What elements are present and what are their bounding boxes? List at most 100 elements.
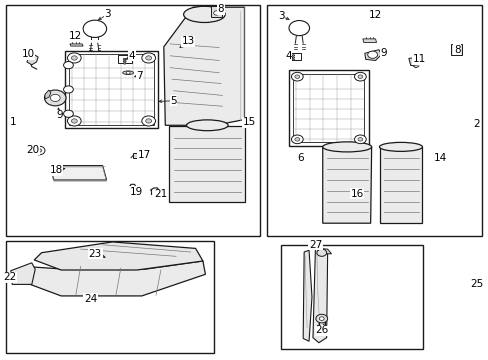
Text: 2: 2 — [472, 119, 479, 129]
Circle shape — [354, 135, 366, 144]
Bar — [288, 70, 368, 146]
Circle shape — [316, 249, 326, 256]
Polygon shape — [380, 147, 421, 223]
Ellipse shape — [186, 120, 227, 131]
Text: 4: 4 — [285, 51, 291, 61]
Bar — [288, 53, 301, 60]
Ellipse shape — [83, 20, 106, 37]
Polygon shape — [133, 153, 138, 158]
Ellipse shape — [123, 63, 126, 64]
Bar — [450, 44, 461, 55]
Ellipse shape — [122, 71, 133, 75]
Polygon shape — [312, 248, 327, 343]
Circle shape — [357, 75, 362, 78]
Circle shape — [367, 51, 377, 58]
Text: 11: 11 — [412, 54, 426, 64]
Text: 20: 20 — [27, 145, 40, 155]
Circle shape — [71, 56, 77, 60]
Bar — [64, 51, 158, 128]
Polygon shape — [11, 263, 35, 284]
Bar — [293, 74, 364, 142]
Bar — [281, 245, 422, 349]
Circle shape — [315, 314, 327, 323]
Circle shape — [50, 94, 60, 102]
Circle shape — [63, 62, 73, 69]
Circle shape — [67, 116, 81, 126]
Bar — [6, 241, 213, 353]
Text: 5: 5 — [170, 96, 177, 106]
Circle shape — [145, 56, 151, 60]
Text: 13: 13 — [181, 36, 195, 46]
Polygon shape — [408, 58, 419, 66]
Text: 24: 24 — [83, 294, 97, 304]
Circle shape — [213, 11, 219, 15]
Text: 16: 16 — [349, 189, 363, 199]
Ellipse shape — [123, 60, 126, 62]
Polygon shape — [168, 126, 245, 202]
Text: 23: 23 — [88, 249, 102, 259]
Ellipse shape — [379, 143, 422, 152]
Text: 8: 8 — [453, 45, 460, 55]
Text: 22: 22 — [3, 272, 17, 282]
Circle shape — [126, 71, 130, 74]
Circle shape — [452, 48, 458, 53]
Ellipse shape — [183, 6, 224, 23]
Text: 27: 27 — [308, 240, 322, 250]
Text: 7: 7 — [136, 71, 142, 81]
Bar — [266, 5, 481, 236]
Circle shape — [145, 119, 151, 123]
Text: 3: 3 — [277, 11, 284, 21]
Text: 1: 1 — [10, 117, 17, 127]
Bar — [69, 54, 153, 125]
Polygon shape — [163, 7, 244, 125]
Circle shape — [67, 53, 81, 63]
Text: 17: 17 — [137, 150, 151, 160]
Text: 18: 18 — [49, 165, 63, 175]
Circle shape — [71, 119, 77, 123]
Polygon shape — [364, 50, 381, 60]
Polygon shape — [45, 90, 51, 99]
Polygon shape — [303, 250, 311, 341]
Ellipse shape — [291, 55, 294, 56]
Polygon shape — [27, 55, 38, 65]
Circle shape — [44, 90, 66, 106]
Circle shape — [142, 116, 155, 126]
Text: 19: 19 — [129, 186, 142, 197]
Ellipse shape — [123, 58, 126, 60]
Text: 8: 8 — [217, 4, 224, 14]
Ellipse shape — [322, 142, 371, 152]
Polygon shape — [70, 44, 83, 46]
Text: 6: 6 — [297, 153, 304, 163]
Circle shape — [37, 149, 41, 152]
Text: 15: 15 — [242, 117, 256, 127]
Text: 21: 21 — [153, 189, 167, 199]
Bar — [6, 5, 260, 236]
Circle shape — [291, 72, 303, 81]
Circle shape — [33, 146, 45, 155]
Ellipse shape — [291, 59, 294, 60]
Text: 12: 12 — [368, 10, 382, 20]
Text: 3: 3 — [104, 9, 111, 19]
Circle shape — [294, 75, 299, 78]
Circle shape — [291, 135, 303, 144]
Text: 4: 4 — [128, 51, 135, 61]
Polygon shape — [317, 248, 331, 254]
Circle shape — [354, 72, 366, 81]
Text: 25: 25 — [469, 279, 483, 289]
Text: 14: 14 — [432, 153, 446, 163]
Circle shape — [63, 110, 73, 117]
Text: 12: 12 — [69, 31, 82, 41]
Ellipse shape — [291, 57, 294, 58]
Bar — [118, 55, 132, 63]
Ellipse shape — [288, 21, 309, 36]
Circle shape — [319, 317, 324, 320]
Polygon shape — [50, 166, 106, 180]
Text: 10: 10 — [22, 49, 35, 59]
Polygon shape — [362, 39, 376, 42]
Bar — [211, 6, 222, 17]
Circle shape — [357, 138, 362, 141]
Polygon shape — [322, 147, 371, 223]
Circle shape — [142, 53, 155, 63]
Polygon shape — [34, 242, 203, 270]
Text: 26: 26 — [314, 325, 328, 336]
